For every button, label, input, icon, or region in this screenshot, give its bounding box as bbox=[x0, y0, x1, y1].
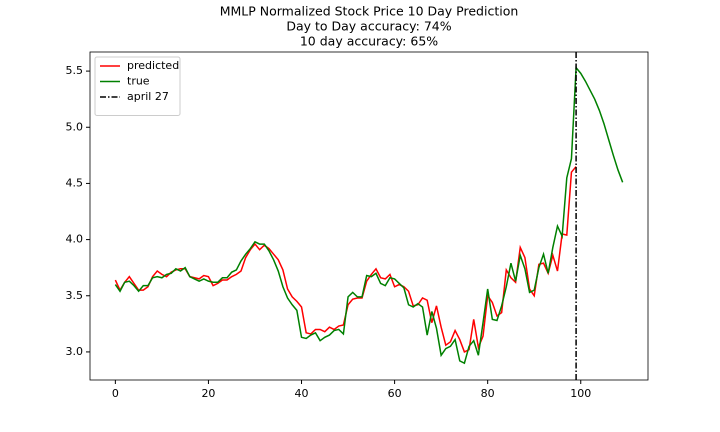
x-tick-label: 40 bbox=[295, 387, 309, 400]
y-tick-label: 5.5 bbox=[66, 64, 84, 77]
legend-box bbox=[94, 56, 181, 116]
x-tick-label: 0 bbox=[112, 387, 119, 400]
y-tick-label: 3.5 bbox=[66, 289, 84, 302]
chart-title: MMLP Normalized Stock Price 10 Day Predi… bbox=[220, 4, 519, 19]
series-line bbox=[114, 65, 624, 365]
y-tick-label: 3.0 bbox=[66, 345, 84, 358]
legend-label: april 27 bbox=[127, 90, 169, 103]
x-tick-label: 100 bbox=[570, 387, 591, 400]
legend-label: true bbox=[127, 75, 150, 88]
y-tick-label: 4.5 bbox=[66, 176, 84, 189]
x-tick-label: 20 bbox=[201, 387, 215, 400]
y-tick-label: 5.0 bbox=[66, 120, 84, 133]
x-tick-label: 60 bbox=[388, 387, 402, 400]
x-tick-label: 80 bbox=[481, 387, 495, 400]
axes-frame bbox=[89, 51, 649, 381]
legend-label: predicted bbox=[127, 59, 179, 72]
y-tick-label: 4.0 bbox=[66, 233, 84, 246]
chart-title: Day to Day accuracy: 74% bbox=[286, 19, 451, 34]
chart-title: 10 day accuracy: 65% bbox=[300, 34, 438, 49]
